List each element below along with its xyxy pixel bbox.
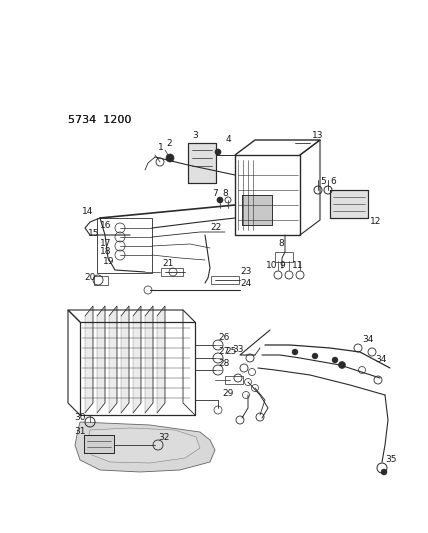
Text: 34: 34 — [362, 335, 373, 344]
Text: 35: 35 — [385, 456, 396, 464]
Text: 23: 23 — [240, 268, 251, 277]
Bar — [188, 143, 216, 183]
Text: 34: 34 — [375, 356, 386, 365]
Text: 1: 1 — [158, 143, 164, 152]
Text: 4: 4 — [226, 135, 232, 144]
Bar — [330, 190, 368, 218]
Text: 16: 16 — [100, 221, 112, 230]
Bar — [225, 376, 243, 384]
Polygon shape — [157, 306, 165, 413]
Circle shape — [296, 271, 304, 279]
Text: 3: 3 — [192, 131, 198, 140]
Circle shape — [252, 384, 259, 392]
Polygon shape — [85, 306, 93, 413]
Bar — [161, 268, 183, 276]
Text: 18: 18 — [100, 247, 112, 256]
Text: 14: 14 — [82, 207, 93, 216]
Polygon shape — [75, 422, 215, 472]
Bar — [275, 252, 293, 262]
Text: 30: 30 — [74, 414, 86, 423]
Polygon shape — [109, 306, 117, 413]
Text: 8: 8 — [278, 239, 284, 248]
Polygon shape — [145, 306, 153, 413]
Text: 27: 27 — [218, 346, 229, 356]
Text: 17: 17 — [100, 238, 112, 247]
Text: 24: 24 — [240, 279, 251, 288]
Circle shape — [166, 154, 174, 162]
Text: 28: 28 — [218, 359, 229, 367]
Bar — [84, 435, 114, 453]
Text: 11: 11 — [292, 261, 303, 270]
Bar — [94, 276, 108, 285]
Text: 20: 20 — [84, 273, 95, 282]
Text: 10: 10 — [266, 261, 277, 270]
Circle shape — [332, 357, 338, 363]
Text: 9: 9 — [279, 261, 285, 270]
Bar — [242, 195, 272, 225]
Text: 5: 5 — [320, 177, 326, 187]
Text: 2: 2 — [166, 140, 172, 149]
Polygon shape — [88, 428, 200, 463]
Circle shape — [215, 149, 221, 155]
Text: 22: 22 — [210, 223, 221, 232]
Text: 6: 6 — [330, 177, 336, 187]
Text: 26: 26 — [218, 334, 229, 343]
Polygon shape — [97, 306, 105, 413]
Circle shape — [213, 365, 223, 375]
Circle shape — [213, 353, 223, 363]
Circle shape — [213, 340, 223, 350]
Text: 32: 32 — [158, 433, 169, 442]
Text: 25: 25 — [225, 348, 236, 357]
Bar — [97, 218, 152, 273]
Circle shape — [314, 186, 322, 194]
Circle shape — [240, 364, 248, 372]
Text: 15: 15 — [88, 230, 99, 238]
Text: 19: 19 — [103, 256, 115, 265]
Text: 21: 21 — [162, 260, 173, 269]
Circle shape — [292, 349, 298, 355]
Bar — [211, 276, 239, 284]
Polygon shape — [133, 306, 141, 413]
Circle shape — [368, 348, 376, 356]
Circle shape — [339, 361, 345, 368]
Circle shape — [285, 271, 293, 279]
Text: 5734  1200: 5734 1200 — [68, 115, 131, 125]
Circle shape — [274, 271, 282, 279]
Text: 13: 13 — [312, 131, 324, 140]
Polygon shape — [121, 306, 129, 413]
Text: 8: 8 — [222, 190, 228, 198]
Circle shape — [249, 368, 256, 376]
Circle shape — [312, 353, 318, 359]
Text: 12: 12 — [370, 217, 381, 227]
Circle shape — [217, 197, 223, 203]
Circle shape — [381, 469, 387, 475]
Text: 33: 33 — [232, 345, 244, 354]
Text: 7: 7 — [212, 190, 218, 198]
Text: 29: 29 — [222, 390, 233, 399]
Text: 31: 31 — [74, 427, 86, 437]
Text: 5734  1200: 5734 1200 — [68, 115, 131, 125]
